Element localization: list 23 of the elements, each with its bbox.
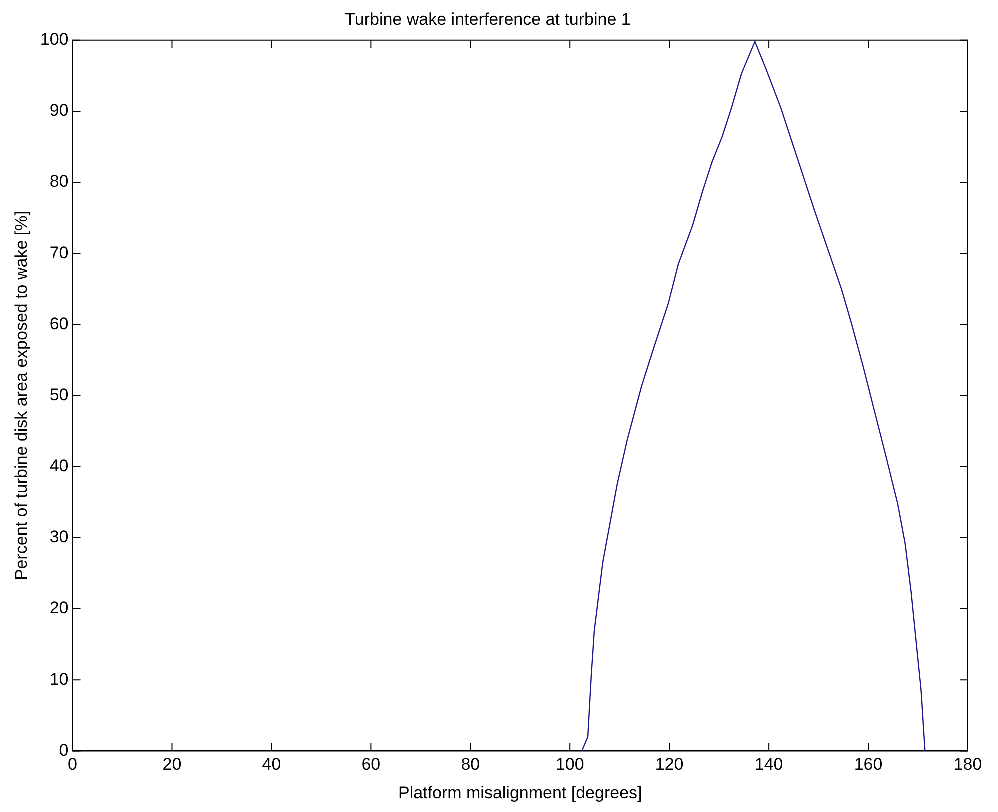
y-tick-label: 50	[50, 385, 69, 404]
x-tick-label: 80	[461, 755, 480, 774]
y-tick-label: 70	[50, 243, 69, 262]
y-tick-label: 30	[50, 528, 69, 547]
x-tick-label: 40	[262, 755, 282, 774]
y-tick-label: 80	[50, 172, 69, 192]
y-axis-title: Percent of turbine disk area exposed to wake [%]	[12, 211, 31, 581]
x-axis-title: Platform misalignment [degrees]	[398, 783, 642, 802]
y-tick-label: 40	[50, 456, 69, 476]
x-tick-label: 140	[754, 755, 784, 774]
x-tick-label: 20	[162, 755, 182, 774]
y-tick-label: 20	[50, 598, 69, 618]
x-tick-label: 60	[362, 755, 381, 774]
x-tick-label: 120	[655, 755, 684, 774]
x-tick-label: 160	[854, 755, 883, 774]
chart-title: Turbine wake interference at turbine 1	[345, 10, 631, 29]
x-tick-label: 180	[954, 755, 982, 774]
y-tick-label: 60	[50, 314, 69, 334]
y-tick-label: 90	[50, 101, 69, 120]
y-tick-label: 10	[50, 670, 69, 689]
x-tick-label: 100	[556, 755, 584, 774]
y-tick-label: 0	[59, 740, 69, 760]
y-tick-label: 100	[40, 30, 69, 50]
